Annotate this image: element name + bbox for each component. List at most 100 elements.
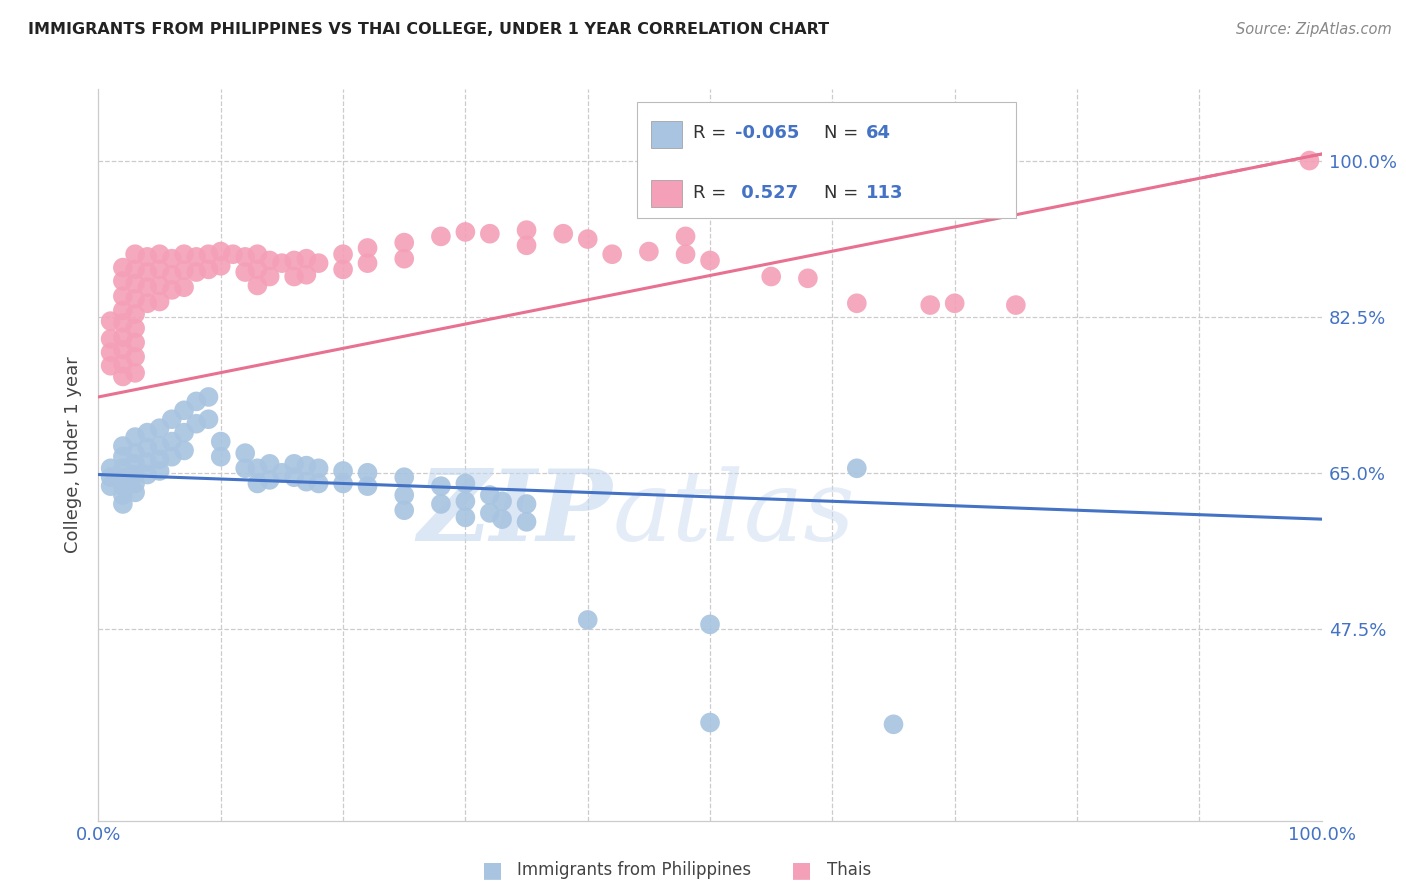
Text: N =: N = <box>824 124 863 142</box>
Point <box>259 253 281 268</box>
Point <box>149 439 172 453</box>
Point <box>124 277 146 291</box>
Text: R =: R = <box>693 184 733 202</box>
Point <box>392 470 416 484</box>
Point <box>1298 153 1320 168</box>
Point <box>111 479 134 493</box>
Point <box>233 446 256 460</box>
Point <box>209 434 232 449</box>
Point <box>454 494 477 508</box>
Point <box>430 479 453 493</box>
Point <box>100 314 122 328</box>
Point <box>392 488 416 502</box>
Point <box>209 259 232 273</box>
Point <box>308 476 330 491</box>
Point <box>515 497 537 511</box>
Point <box>845 296 868 310</box>
Text: ■: ■ <box>482 860 502 880</box>
Point <box>295 458 318 473</box>
Point <box>332 476 354 491</box>
Point <box>699 715 721 730</box>
Point <box>308 256 330 270</box>
Point <box>100 345 122 359</box>
Point <box>553 227 575 241</box>
Point <box>332 247 354 261</box>
Text: IMMIGRANTS FROM PHILIPPINES VS THAI COLLEGE, UNDER 1 YEAR CORRELATION CHART: IMMIGRANTS FROM PHILIPPINES VS THAI COLL… <box>28 22 830 37</box>
Point <box>160 434 183 449</box>
Point <box>124 430 146 444</box>
Point <box>392 252 416 266</box>
Point <box>173 425 195 440</box>
Point <box>111 461 134 475</box>
Point <box>173 247 195 261</box>
Point <box>111 488 134 502</box>
Point <box>124 335 146 350</box>
Point <box>100 479 122 493</box>
Point <box>136 455 159 469</box>
Point <box>356 241 378 255</box>
Point <box>136 467 159 482</box>
Point <box>246 476 269 491</box>
Point <box>454 476 477 491</box>
Point <box>430 497 453 511</box>
Point <box>160 268 183 282</box>
Point <box>124 457 146 471</box>
Point <box>124 307 146 321</box>
Point <box>491 512 513 526</box>
Point <box>356 256 378 270</box>
Point <box>392 235 416 250</box>
Point <box>638 244 661 259</box>
Text: Thais: Thais <box>827 861 870 879</box>
Point <box>111 289 134 303</box>
Point <box>576 613 599 627</box>
Point <box>160 252 183 266</box>
Point <box>356 479 378 493</box>
Point <box>246 247 269 261</box>
Point <box>1004 298 1026 312</box>
Text: 113: 113 <box>866 184 903 202</box>
Point <box>186 250 208 264</box>
Point <box>478 506 501 520</box>
Point <box>845 461 868 475</box>
Point <box>124 262 146 277</box>
Point <box>295 252 318 266</box>
Point <box>111 260 134 275</box>
Point <box>124 321 146 335</box>
Point <box>149 278 172 293</box>
Point <box>270 466 294 480</box>
Point <box>491 494 513 508</box>
Point <box>308 461 330 475</box>
Text: 64: 64 <box>866 124 891 142</box>
Point <box>283 253 305 268</box>
Point <box>332 464 354 478</box>
Point <box>515 238 537 252</box>
Point <box>259 269 281 284</box>
Point <box>124 467 146 482</box>
Point <box>576 232 599 246</box>
Point <box>675 229 697 244</box>
Point <box>209 244 232 259</box>
Point <box>233 250 256 264</box>
Point <box>111 450 134 464</box>
Point <box>111 357 134 371</box>
Point <box>246 262 269 277</box>
Point <box>160 412 183 426</box>
Point <box>124 292 146 306</box>
Text: R =: R = <box>693 124 733 142</box>
Point <box>124 350 146 364</box>
Text: Source: ZipAtlas.com: Source: ZipAtlas.com <box>1236 22 1392 37</box>
Point <box>883 717 905 731</box>
Point <box>478 488 501 502</box>
Point <box>233 461 256 475</box>
Point <box>136 250 159 264</box>
Point <box>675 247 697 261</box>
Point <box>454 510 477 524</box>
Point <box>111 330 134 344</box>
Point <box>173 443 195 458</box>
Point <box>111 439 134 453</box>
Point <box>197 412 219 426</box>
Point <box>136 441 159 455</box>
Point <box>920 298 942 312</box>
Point <box>186 417 208 431</box>
Point <box>111 470 134 484</box>
